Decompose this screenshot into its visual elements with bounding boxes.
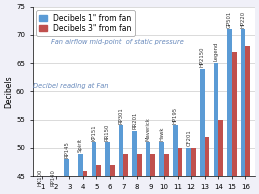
- Bar: [173, 125, 178, 176]
- Text: Fan airflow mid-point  of static pressure: Fan airflow mid-point of static pressure: [51, 39, 183, 45]
- Bar: [91, 142, 96, 176]
- Bar: [78, 154, 83, 176]
- Bar: [110, 165, 114, 176]
- Bar: [227, 29, 232, 176]
- Bar: [132, 131, 137, 176]
- Bar: [146, 142, 150, 176]
- Text: HP195: HP195: [173, 107, 178, 124]
- Text: GP501: GP501: [227, 10, 232, 28]
- Bar: [245, 46, 250, 176]
- Text: HK100: HK100: [37, 168, 42, 186]
- Bar: [200, 69, 205, 176]
- Bar: [232, 52, 236, 176]
- Bar: [83, 171, 88, 176]
- Bar: [178, 148, 182, 176]
- Text: Legend: Legend: [213, 42, 218, 61]
- Bar: [123, 154, 128, 176]
- Bar: [213, 63, 218, 176]
- Bar: [218, 120, 223, 176]
- Text: CF201: CF201: [186, 129, 191, 146]
- Bar: [119, 125, 123, 176]
- Bar: [56, 176, 60, 194]
- Bar: [37, 176, 42, 187]
- Text: HP220: HP220: [240, 10, 246, 28]
- Bar: [51, 176, 56, 187]
- Bar: [105, 142, 110, 176]
- Y-axis label: Decibels: Decibels: [4, 75, 13, 108]
- Text: RR150: RR150: [105, 123, 110, 141]
- Bar: [42, 176, 47, 194]
- Bar: [241, 29, 245, 176]
- Text: RP145: RP145: [64, 141, 69, 158]
- Text: KP151: KP151: [91, 124, 96, 141]
- Bar: [164, 154, 169, 176]
- Text: RR201: RR201: [132, 112, 137, 129]
- Text: RP140: RP140: [51, 169, 56, 186]
- Bar: [205, 137, 210, 176]
- Text: Hawk: Hawk: [159, 126, 164, 141]
- Bar: [186, 148, 191, 176]
- Bar: [64, 159, 69, 176]
- Text: HP2150: HP2150: [200, 47, 205, 67]
- Text: Spirit: Spirit: [78, 138, 83, 152]
- Bar: [159, 142, 164, 176]
- Text: Decibel reading at Fan: Decibel reading at Fan: [33, 83, 108, 89]
- Bar: [150, 154, 155, 176]
- Bar: [137, 154, 142, 176]
- Text: RP301: RP301: [119, 107, 124, 124]
- Text: Maverick: Maverick: [146, 117, 151, 141]
- Legend: Decibels 1" from fan, Decibels 3" from fan: Decibels 1" from fan, Decibels 3" from f…: [37, 10, 135, 36]
- Bar: [96, 165, 101, 176]
- Bar: [191, 148, 196, 176]
